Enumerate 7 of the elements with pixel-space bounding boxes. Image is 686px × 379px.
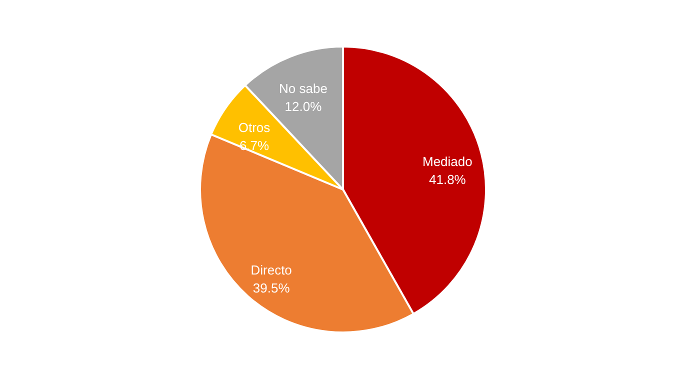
- slice-label: Mediado: [422, 154, 472, 169]
- slice-label: No sabe: [279, 81, 328, 96]
- slice-label: Directo: [250, 262, 292, 278]
- data-label: 41.8%: [429, 172, 466, 187]
- data-label: 39.5%: [252, 280, 290, 296]
- slice-label: Otros: [238, 120, 271, 135]
- data-label: 12.0%: [284, 99, 322, 114]
